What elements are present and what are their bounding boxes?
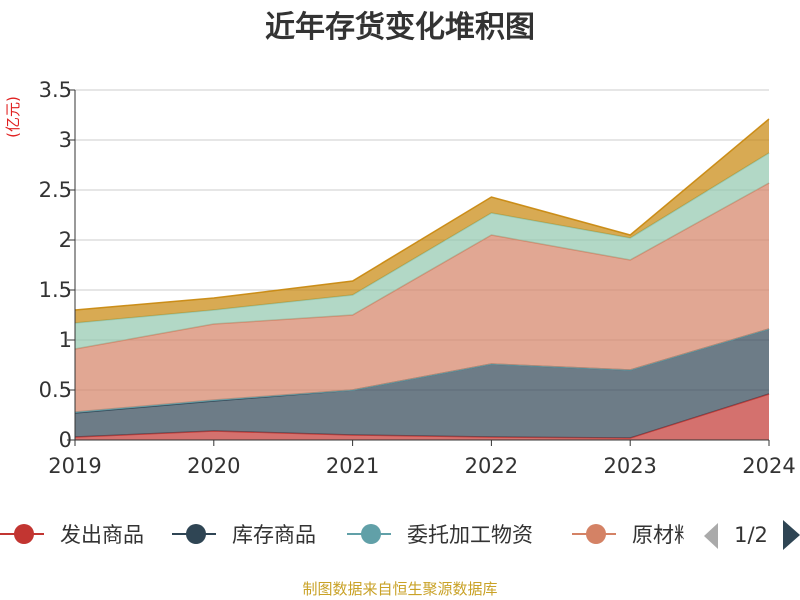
x-tick-labels: 2019 2020 2021 2022 2023 2024 xyxy=(48,440,796,478)
legend-label: 委托加工物资 xyxy=(407,523,533,547)
legend-marker xyxy=(586,524,606,544)
y-tick-label: 1.5 xyxy=(39,278,72,302)
legend-label: 原材料 xyxy=(632,523,695,547)
y-tick-label: 1 xyxy=(59,328,72,352)
legend-label: 库存商品 xyxy=(232,523,316,547)
axes xyxy=(74,90,769,441)
legend-next-icon[interactable] xyxy=(783,520,800,550)
legend-label: 发出商品 xyxy=(60,523,144,547)
chart-title: 近年存货变化堆积图 xyxy=(265,10,535,45)
legend-marker xyxy=(14,524,34,544)
legend-marker xyxy=(186,524,206,544)
legend-prev-icon[interactable] xyxy=(704,523,718,549)
x-tick-label: 2022 xyxy=(465,454,518,478)
legend-pager: 1/2 xyxy=(704,520,800,550)
area-0 xyxy=(75,394,769,440)
x-tick-label: 2019 xyxy=(48,454,101,478)
legend-item-3[interactable]: 原材料 xyxy=(572,523,695,547)
y-tick-label: 2.5 xyxy=(39,178,72,202)
area-series xyxy=(74,118,770,440)
legend-item-1[interactable]: 库存商品 xyxy=(172,523,316,547)
area-1 xyxy=(75,329,769,438)
legend-item-0[interactable]: 发出商品 xyxy=(0,523,144,547)
y-axis-unit: (亿元) xyxy=(4,96,22,138)
y-tick-labels: 0 0.5 1 1.5 2 2.5 3 3.5 xyxy=(39,78,75,452)
x-tick-label: 2020 xyxy=(187,454,240,478)
y-tick-label: 3 xyxy=(59,128,72,152)
area-3 xyxy=(75,183,769,412)
legend-marker xyxy=(361,524,381,544)
area-line-5 xyxy=(74,118,770,311)
area-4 xyxy=(75,153,769,349)
x-tick-label: 2021 xyxy=(326,454,379,478)
legend-item-2[interactable]: 委托加工物资 xyxy=(347,523,533,547)
y-tick-label: 0.5 xyxy=(39,378,72,402)
y-tick-label: 2 xyxy=(59,228,72,252)
legend-page-indicator: 1/2 xyxy=(734,523,768,547)
x-tick-label: 2023 xyxy=(603,454,656,478)
legend[interactable]: 发出商品 库存商品 委托加工物资 原材料 xyxy=(0,523,695,547)
source-note: 制图数据来自恒生聚源数据库 xyxy=(302,580,497,598)
y-tick-label: 0 xyxy=(59,428,72,452)
x-tick-label: 2024 xyxy=(742,454,795,478)
y-tick-label: 3.5 xyxy=(39,78,72,102)
